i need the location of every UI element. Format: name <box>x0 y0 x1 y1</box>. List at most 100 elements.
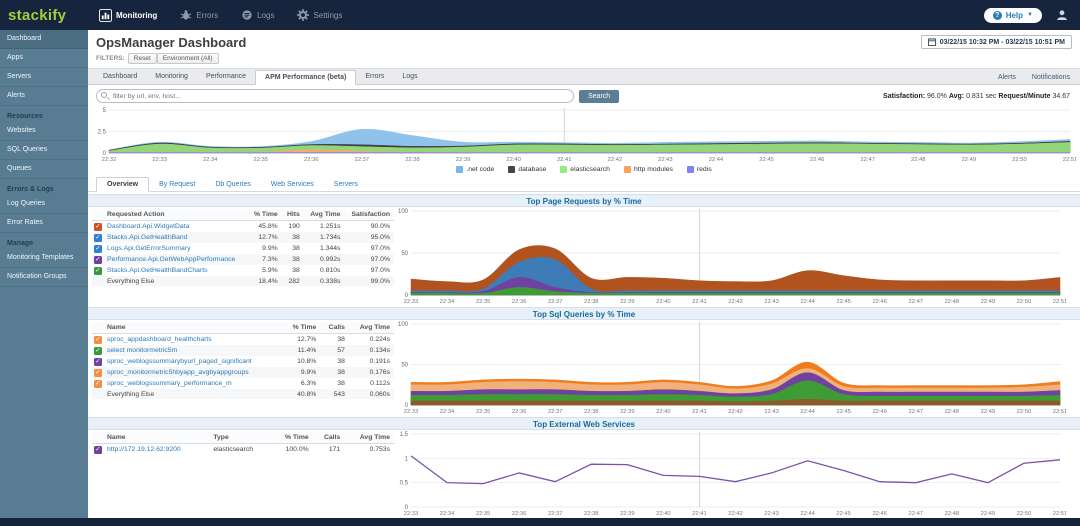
tab-logs[interactable]: Logs <box>402 73 418 80</box>
sidebar-item-alerts[interactable]: Alerts <box>0 87 88 106</box>
row-name[interactable]: Stacks.Api.GetHealthBand <box>103 232 248 243</box>
sidebar-item-apps[interactable]: Apps <box>0 49 88 68</box>
table-row: ✓ Logs.Api.GetErrorSummary 9.9% 38 1.344s 97.… <box>92 243 394 254</box>
series-checkbox[interactable]: ✓ <box>94 222 102 231</box>
sidebar-item-sql-queries[interactable]: SQL Queries <box>0 141 88 160</box>
row-name[interactable]: sproc_weblogssummary_performance_m <box>107 380 232 387</box>
series-checkbox[interactable]: ✓ <box>94 335 102 344</box>
row-value: 0.060s <box>348 389 394 399</box>
date-range-picker[interactable]: 03/22/15 10:32 PM - 03/22/15 10:51 PM <box>920 35 1072 49</box>
series-checkbox[interactable]: ✓ <box>94 233 102 242</box>
svg-text:22:50: 22:50 <box>1012 157 1027 163</box>
sidebar-item-notification-groups[interactable]: Notification Groups <box>0 268 88 287</box>
sidebar-item-error-rates[interactable]: Error Rates <box>0 214 88 233</box>
row-value: 40.8% <box>283 389 321 399</box>
svg-text:22:34: 22:34 <box>440 409 455 415</box>
svg-text:22:46: 22:46 <box>810 157 825 163</box>
legend-item-database[interactable]: database <box>508 165 547 173</box>
row-name[interactable]: Dashboard.Api.WidgetData <box>107 223 190 230</box>
date-range-value: 03/22/15 10:32 PM - 03/22/15 10:51 PM <box>939 38 1065 46</box>
sidebar-item-dashboard[interactable]: Dashboard <box>0 30 88 49</box>
user-icon[interactable] <box>1056 9 1068 21</box>
subtab-web-services[interactable]: Web Services <box>270 181 314 188</box>
row-name[interactable]: sproc_appdashboard_healthcharts <box>107 336 212 343</box>
sidebar-item-log-queries[interactable]: Log Queries <box>0 195 88 214</box>
sidebar-item-servers[interactable]: Servers <box>0 68 88 87</box>
legend-item-http-modules[interactable]: http modules <box>623 165 673 173</box>
filter-button-reset[interactable]: Reset <box>127 53 157 64</box>
row-name[interactable]: Performance.Api.GetWebAppPerformance <box>103 254 248 265</box>
series-checkbox[interactable]: ✓ <box>94 379 102 388</box>
row-value: 38 <box>281 254 304 265</box>
series-checkbox[interactable]: ✓ <box>94 244 102 253</box>
svg-text:22:36: 22:36 <box>512 299 527 305</box>
row-name: Everything Else <box>103 276 248 286</box>
filter-button-environment-all-[interactable]: Environment (All) <box>156 53 219 64</box>
series-checkbox[interactable]: ✓ <box>94 266 102 275</box>
series-checkbox[interactable]: ✓ <box>94 346 102 355</box>
tab-errors[interactable]: Errors <box>365 73 385 80</box>
sidebar-item-queues[interactable]: Queues <box>0 160 88 179</box>
row-name[interactable]: sproc_weblogssummarybyurl_paged_signific… <box>107 358 252 365</box>
column-header: Hits <box>281 209 304 221</box>
nav-item-logs[interactable]: Logs <box>229 0 285 30</box>
subtab-db-queries[interactable]: Db Queries <box>215 181 251 188</box>
svg-text:22:33: 22:33 <box>152 157 167 163</box>
tab-apm-performance-beta-[interactable]: APM Performance (beta) <box>255 70 357 85</box>
row-name[interactable]: sproc_monitormetric5hbyapp_avgbyappgroup… <box>103 367 283 378</box>
subtab-by-request[interactable]: By Request <box>159 181 196 188</box>
column-header: Satisfaction <box>344 209 394 221</box>
gear-icon <box>296 9 309 22</box>
legend-swatch <box>456 165 464 173</box>
svg-text:22:34: 22:34 <box>203 157 218 163</box>
legend-item-redis[interactable]: redis <box>686 165 712 173</box>
tab-monitoring[interactable]: Monitoring <box>155 73 188 80</box>
row-name[interactable]: http://172.19.12.62:9200 <box>107 446 181 453</box>
series-checkbox[interactable]: ✓ <box>94 368 102 377</box>
data-table: Name Type% Time Calls Avg Time ✓ http://172.1… <box>92 432 394 455</box>
help-button[interactable]: ? Help ▼ <box>983 7 1042 23</box>
nav-item-settings[interactable]: Settings <box>285 0 353 30</box>
svg-text:22:51: 22:51 <box>1063 157 1076 163</box>
row-value: 97.0% <box>370 245 390 252</box>
row-value: 38 <box>337 380 345 387</box>
svg-text:22:48: 22:48 <box>945 511 960 517</box>
svg-text:22:36: 22:36 <box>512 511 527 517</box>
sidebar-item-websites[interactable]: Websites <box>0 122 88 141</box>
link-alerts[interactable]: Alerts <box>997 74 1016 81</box>
svg-text:22:46: 22:46 <box>872 409 887 415</box>
sidebar-section-resources: Resources <box>7 113 43 120</box>
legend-label: database <box>518 165 547 173</box>
legend-item--net-code[interactable]: .net code <box>456 165 494 173</box>
svg-text:22:39: 22:39 <box>620 299 635 305</box>
search-button[interactable]: Search <box>579 89 620 103</box>
legend-item-elasticsearch[interactable]: elasticsearch <box>560 165 610 173</box>
sidebar-item-monitoring-templates[interactable]: Monitoring Templates <box>0 249 88 268</box>
svg-text:22:48: 22:48 <box>945 409 960 415</box>
legend-swatch <box>623 165 631 173</box>
sql-queries-chart: 0 50 100 22:33 22:34 22:35 22:36 22:37 22:38 22:3… <box>398 322 1066 415</box>
sub-tab-bar: Overview By Request Db Queries Web Services… <box>88 175 1080 192</box>
search-input[interactable] <box>96 89 574 103</box>
series-checkbox[interactable]: ✓ <box>94 445 102 454</box>
top-nav: Monitoring Errors Logs Settings <box>88 0 353 30</box>
row-name[interactable]: Stacks.Api.GetHealthBandCharts <box>107 267 208 274</box>
series-checkbox[interactable]: ✓ <box>94 357 102 366</box>
svg-text:22:38: 22:38 <box>405 157 420 163</box>
row-value: 12.7% <box>297 336 317 343</box>
tab-dashboard[interactable]: Dashboard <box>103 73 138 80</box>
row-name[interactable]: select monitormetric5m <box>103 345 283 356</box>
row-value: 0.224s <box>369 336 390 343</box>
svg-text:22:49: 22:49 <box>981 409 996 415</box>
subtab-servers[interactable]: Servers <box>333 181 358 188</box>
svg-text:22:48: 22:48 <box>911 157 926 163</box>
nav-item-errors[interactable]: Errors <box>168 0 229 30</box>
series-checkbox[interactable]: ✓ <box>94 255 102 264</box>
link-notifications[interactable]: Notifications <box>1031 74 1070 81</box>
row-name[interactable]: Logs.Api.GetErrorSummary <box>107 245 191 252</box>
checkbox-cell: ✓ <box>92 254 103 265</box>
row-value: 97.0% <box>370 267 390 274</box>
subtab-overview[interactable]: Overview <box>96 177 150 192</box>
tab-performance[interactable]: Performance <box>205 73 247 80</box>
nav-item-monitoring[interactable]: Monitoring <box>88 0 168 30</box>
